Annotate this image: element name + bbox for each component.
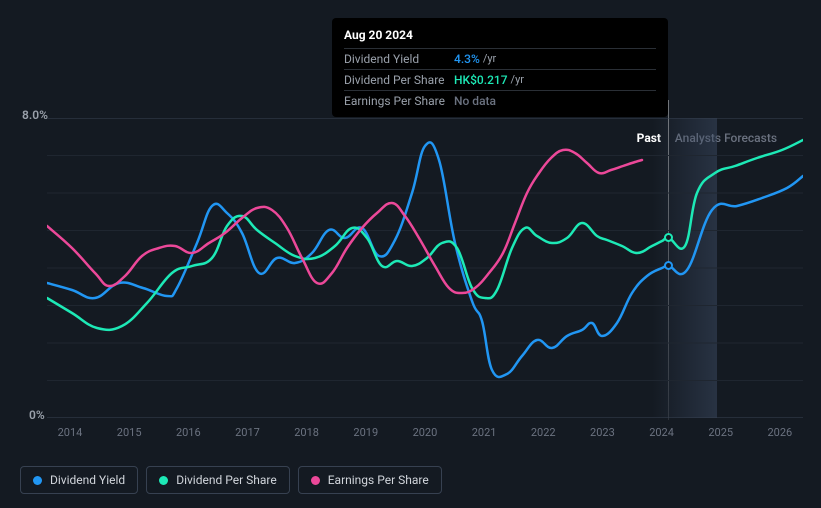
y-axis-label: 0% bbox=[29, 408, 45, 422]
x-axis: 2014 2015 2016 2017 2018 2019 2020 2021 2022 2023… bbox=[47, 426, 803, 439]
legend-item-earnings-per-share[interactable]: Earnings Per Share bbox=[298, 466, 442, 494]
tooltip-row: Earnings Per ShareNo data bbox=[344, 90, 656, 111]
x-tick: 2017 bbox=[228, 426, 266, 439]
legend-label: Dividend Per Share bbox=[176, 473, 277, 487]
x-tick: 2019 bbox=[347, 426, 385, 439]
x-tick: 2020 bbox=[406, 426, 444, 439]
tooltip-row-label: Dividend Yield bbox=[344, 52, 454, 66]
tooltip-row: Dividend Yield4.3%/yr bbox=[344, 48, 656, 69]
legend-item-dividend-per-share[interactable]: Dividend Per Share bbox=[146, 466, 290, 494]
tooltip-row-unit: /yr bbox=[511, 73, 524, 87]
x-tick: 2021 bbox=[465, 426, 503, 439]
legend-dot-icon bbox=[159, 476, 168, 485]
tooltip-row-value: No data bbox=[454, 94, 496, 108]
x-tick: 2018 bbox=[288, 426, 326, 439]
marker-dividend-per-share bbox=[664, 233, 673, 242]
tooltip-row-label: Earnings Per Share bbox=[344, 94, 454, 108]
tooltip-row-value: 4.3% bbox=[454, 52, 480, 66]
x-tick: 2026 bbox=[761, 426, 799, 439]
y-axis-label: 8.0% bbox=[22, 108, 48, 122]
legend-item-dividend-yield[interactable]: Dividend Yield bbox=[20, 466, 138, 494]
line-chart[interactable] bbox=[47, 118, 803, 418]
tooltip-row-label: Dividend Per Share bbox=[344, 73, 454, 87]
x-tick: 2024 bbox=[643, 426, 681, 439]
series-dividend-per-share bbox=[47, 140, 803, 330]
legend-label: Earnings Per Share bbox=[328, 473, 429, 487]
tooltip-date: Aug 20 2024 bbox=[344, 28, 656, 42]
tooltip-row: Dividend Per ShareHK$0.217/yr bbox=[344, 69, 656, 90]
x-tick: 2015 bbox=[110, 426, 148, 439]
legend: Dividend Yield Dividend Per Share Earnings… bbox=[20, 466, 442, 494]
tooltip-row-value: HK$0.217 bbox=[454, 73, 508, 87]
x-tick: 2022 bbox=[524, 426, 562, 439]
x-tick: 2023 bbox=[583, 426, 621, 439]
x-tick: 2014 bbox=[51, 426, 89, 439]
series-earnings-per-share bbox=[47, 150, 642, 293]
x-tick: 2016 bbox=[169, 426, 207, 439]
legend-dot-icon bbox=[311, 476, 320, 485]
x-tick: 2025 bbox=[702, 426, 740, 439]
legend-label: Dividend Yield bbox=[50, 473, 125, 487]
tooltip-row-unit: /yr bbox=[483, 52, 496, 66]
chart-tooltip: Aug 20 2024 Dividend Yield4.3%/yrDividen… bbox=[332, 18, 668, 117]
legend-dot-icon bbox=[33, 476, 42, 485]
marker-dividend-yield bbox=[664, 261, 673, 270]
